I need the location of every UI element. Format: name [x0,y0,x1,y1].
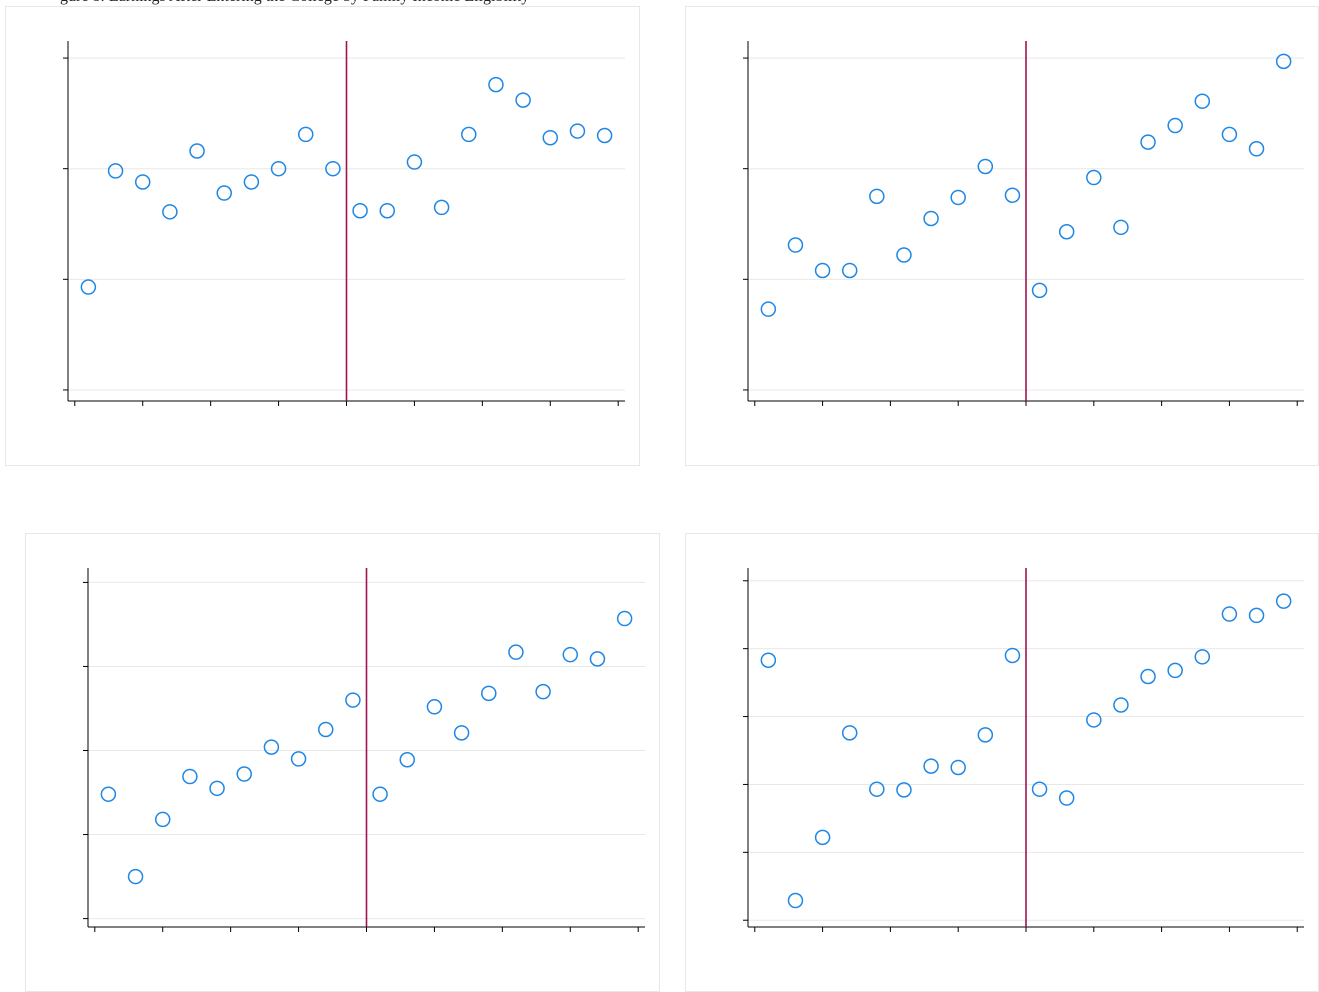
data-point [1086,169,1102,186]
data-point [1058,790,1075,806]
data-point [542,129,559,146]
data-point [297,126,314,143]
data-point [569,123,586,139]
data-point [950,759,966,776]
data-point [134,174,151,190]
data-point [787,237,804,253]
data-point [841,725,858,741]
data-point [189,143,205,159]
data-point [589,651,606,667]
data-point [869,188,885,205]
data-point [977,727,994,743]
data-point [1113,697,1129,713]
data-point [896,247,912,263]
data-point [399,751,416,768]
data-point [869,781,885,797]
data-point [162,204,178,220]
data-point [372,786,388,802]
data-point [453,725,470,741]
panel-d [685,533,1319,992]
data-point [1086,712,1102,728]
scatter-chart-a [63,41,625,406]
data-point [263,739,280,755]
data-point [270,160,287,177]
data-point [426,699,443,715]
data-point [1031,781,1048,797]
data-point [488,76,504,93]
data-point [923,210,939,227]
data-point [1167,117,1183,134]
data-point [1194,649,1211,665]
data-point [1221,606,1238,622]
figure-caption: gure 8: Earnings After Entering the Coll… [60,0,660,8]
data-point [182,768,198,785]
data-point [290,751,307,767]
data-point [950,189,966,206]
data-point [1275,593,1292,609]
data-point [352,202,368,219]
data-point [379,202,396,219]
data-point [1031,282,1048,299]
scatter-chart-b [743,41,1304,406]
data-point [433,199,450,216]
data-point [616,610,633,627]
data-point [841,262,858,279]
data-point [406,154,423,170]
data-point [1167,662,1183,679]
data-point [1140,134,1156,150]
data-point [1140,668,1156,685]
data-point [243,174,260,190]
data-point [325,160,341,177]
data-point [977,158,994,175]
data-point [562,646,579,663]
data-point [1004,187,1021,203]
data-point [236,766,252,782]
data-point [515,92,531,108]
data-point [596,127,613,144]
panel-b [685,6,1319,466]
data-point [760,652,777,668]
data-point [1004,647,1021,664]
data-point [1275,53,1292,70]
panel-c [25,533,660,992]
data-point [923,758,939,774]
data-point [1113,219,1129,236]
data-point [1248,141,1265,157]
scatter-chart-c [83,568,645,932]
data-point [535,683,551,700]
data-point [760,301,777,317]
data-point [317,721,334,738]
data-point [127,868,144,885]
data-point [100,786,117,802]
data-point [80,279,97,295]
data-point [1058,223,1075,240]
data-point [216,185,232,201]
data-point [896,782,912,798]
data-point [787,892,804,909]
data-point [461,126,477,143]
panel-a [5,6,640,466]
data-point [209,780,225,797]
scatter-chart-d [743,568,1304,932]
data-point [107,163,124,179]
data-point [1194,93,1211,109]
data-point [814,262,831,279]
data-point [154,811,171,828]
data-point [814,829,831,846]
data-point [508,644,524,660]
data-point [345,692,361,708]
data-point [1248,607,1265,624]
data-point [481,685,497,702]
data-point [1221,126,1238,143]
